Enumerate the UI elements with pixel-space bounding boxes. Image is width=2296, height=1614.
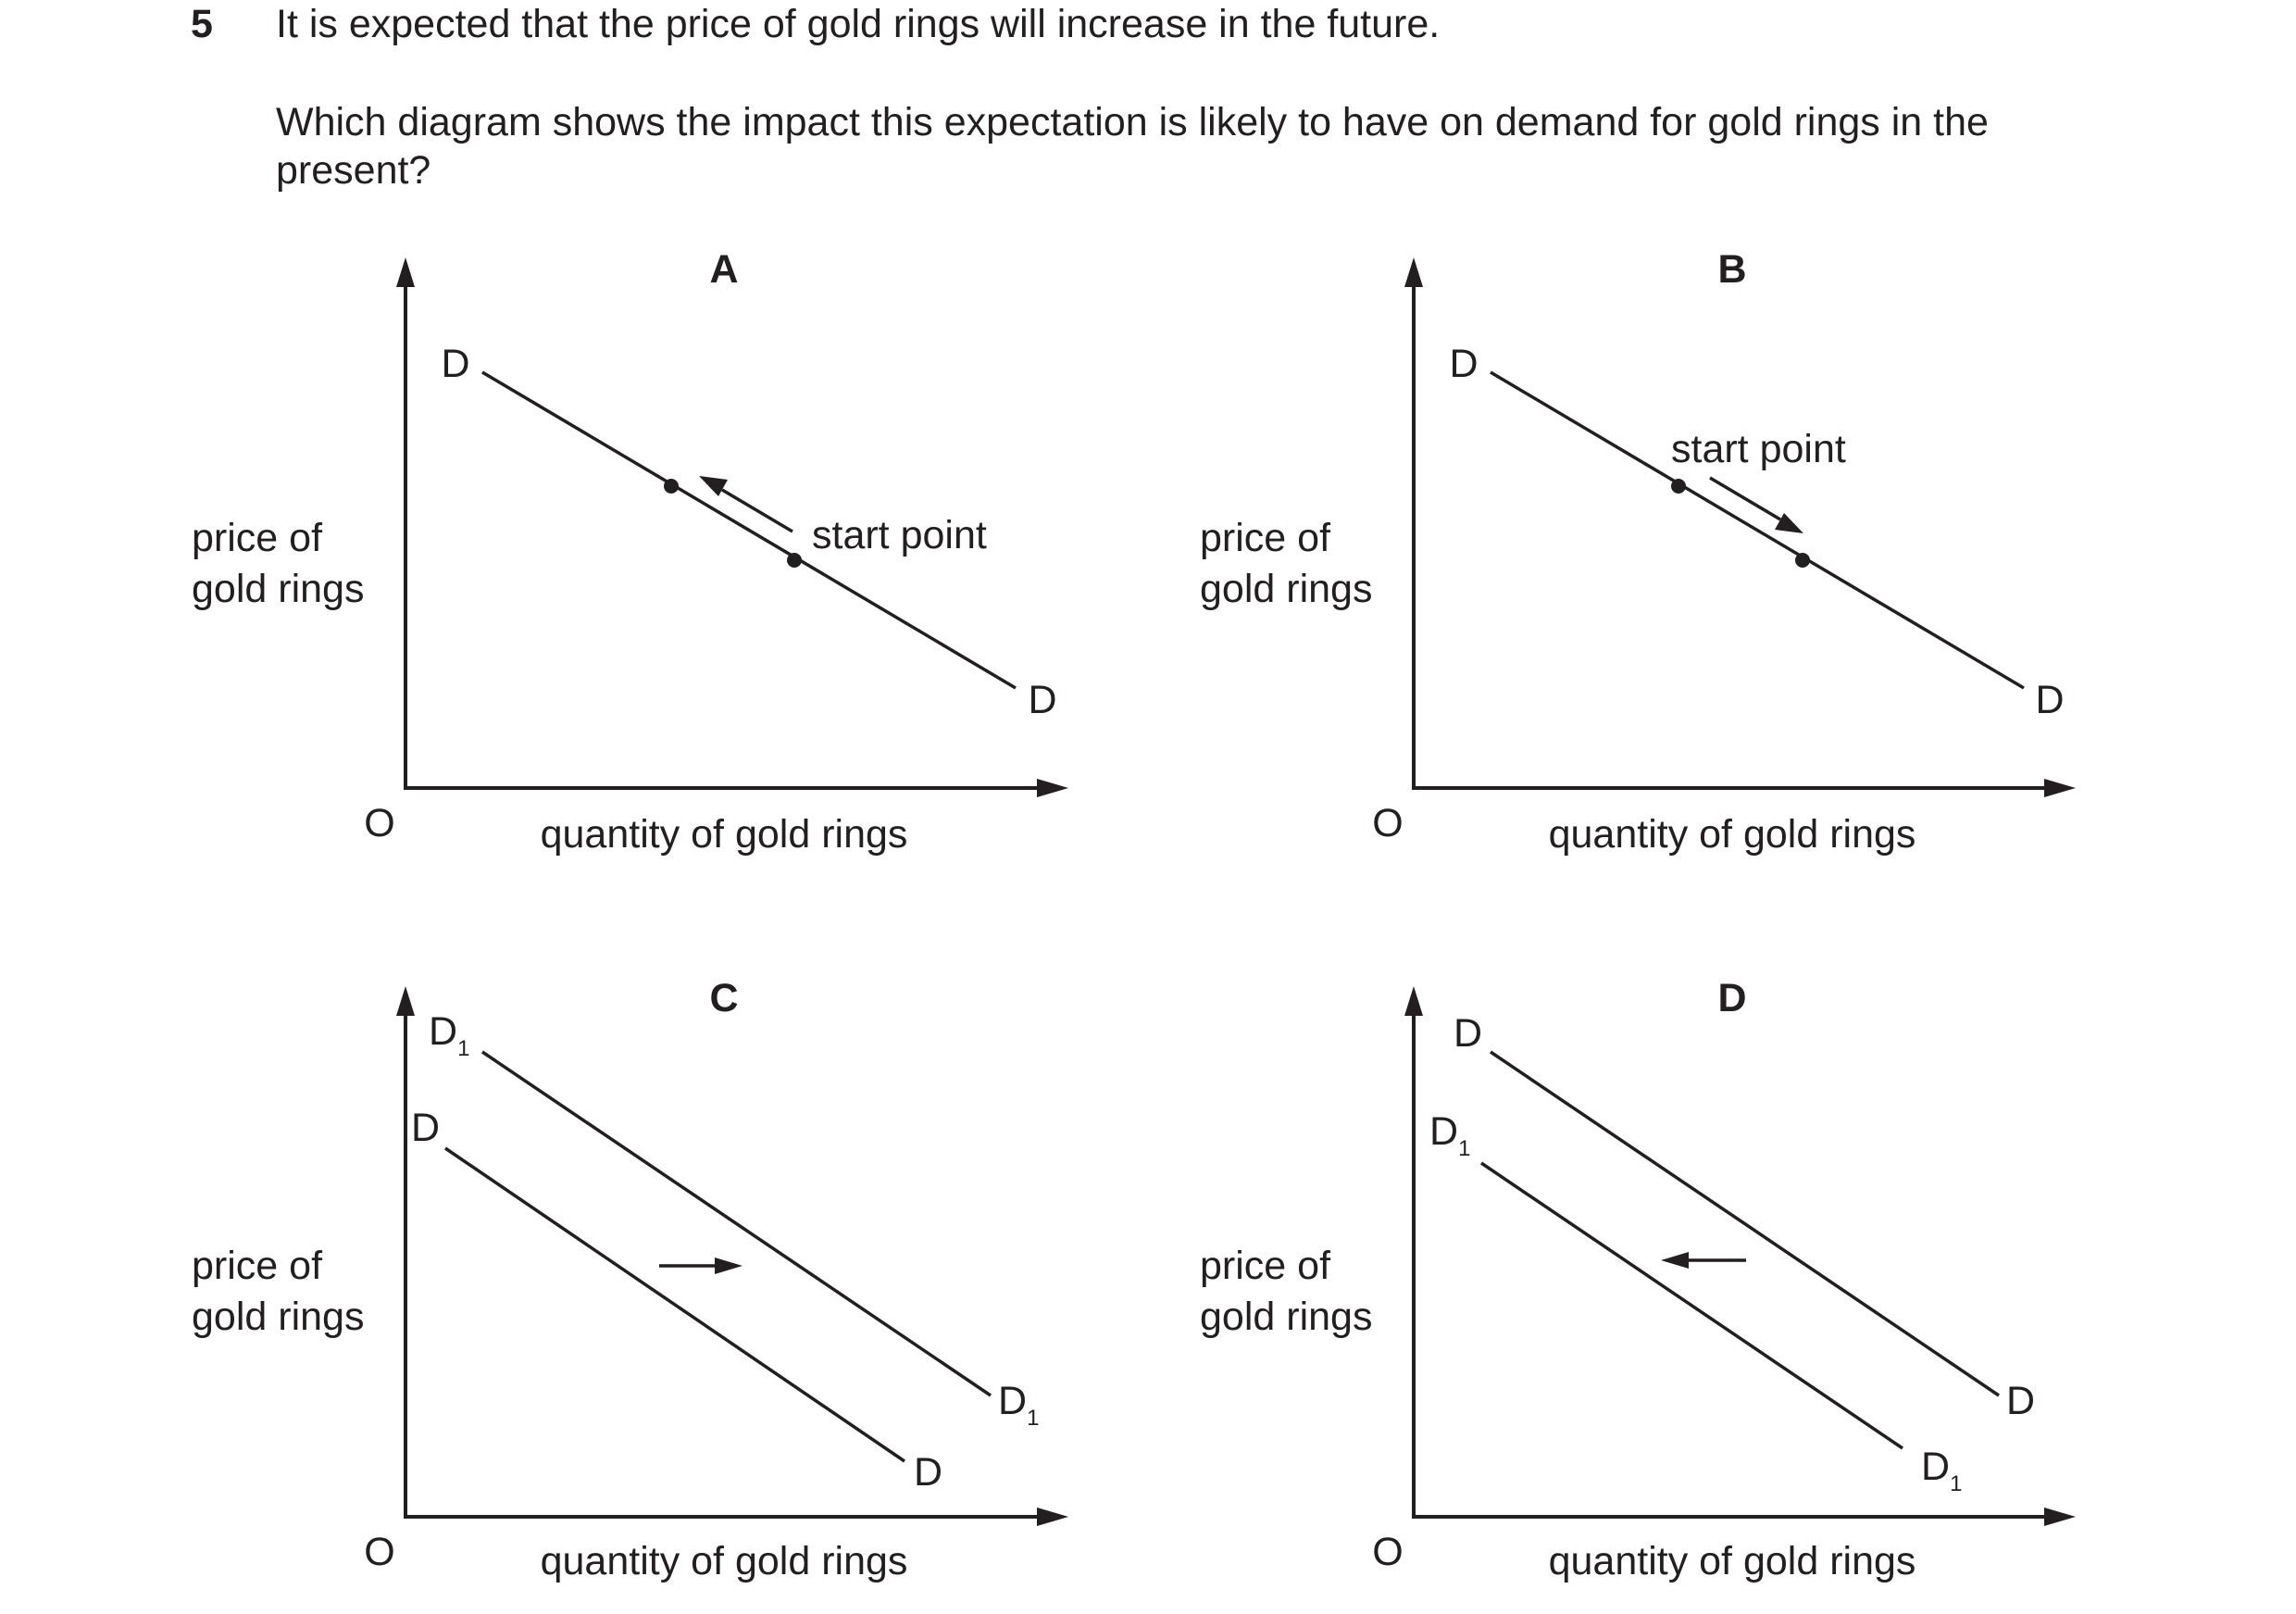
- panel-b-demand-curve: [1490, 370, 2025, 690]
- panel-d-demand-curve-d1: [1480, 1161, 1903, 1450]
- panel-b-new-point: [1795, 553, 1810, 568]
- panel-c-letter: C: [709, 976, 738, 1020]
- panel-a-movement-arrowhead: [699, 476, 728, 496]
- panel-b: B price of gold rings quantity of gold r…: [1200, 247, 2076, 857]
- panel-b-y-label-line-2: gold rings: [1200, 567, 1372, 611]
- panel-b-letter: B: [1717, 247, 1746, 292]
- panel-c-d-label-top: D: [411, 1106, 440, 1150]
- question-number: 5: [191, 2, 213, 46]
- panel-c-demand-curve-d1: [481, 1050, 992, 1397]
- panel-c-x-label: quantity of gold rings: [541, 1539, 908, 1583]
- question-stem-line-1: Which diagram shows the impact this expe…: [276, 100, 1989, 144]
- panel-c-d1-label-bottom: D1: [998, 1379, 1039, 1431]
- panel-d-demand-curve-d: [1490, 1050, 2000, 1397]
- panel-b-y-axis-arrowhead: [1404, 257, 1423, 287]
- panel-a-letter: A: [709, 247, 738, 292]
- panel-c-y-label-line-1: price of: [192, 1244, 323, 1288]
- panel-c-d1-label-top: D1: [429, 1009, 469, 1061]
- panel-a-y-label-line-1: price of: [192, 516, 323, 560]
- panel-a-start-point: [787, 553, 802, 568]
- panel-b-demand-label-top: D: [1449, 342, 1478, 386]
- panel-b-start-point-label: start point: [1671, 427, 1846, 471]
- panel-a-x-axis-arrowhead: [1037, 779, 1068, 797]
- panel-d-x-axis-arrowhead: [2044, 1508, 2076, 1526]
- panel-c-y-label-line-2: gold rings: [192, 1295, 364, 1339]
- panel-d: D price of gold rings quantity of gold r…: [1200, 976, 2076, 1583]
- panel-a-x-label: quantity of gold rings: [541, 812, 908, 857]
- panel-c-x-axis-arrowhead: [1037, 1508, 1068, 1526]
- panel-b-x-axis-arrowhead: [2044, 779, 2076, 797]
- panel-d-y-label-line-1: price of: [1200, 1244, 1331, 1288]
- panel-a-demand-label-bottom: D: [1028, 678, 1056, 722]
- panel-b-start-point: [1671, 479, 1686, 494]
- panel-b-x-label: quantity of gold rings: [1549, 812, 1916, 857]
- question-stem-line-2: present?: [276, 148, 431, 193]
- panel-d-d-label-bottom: D: [2006, 1379, 2035, 1423]
- panel-c-origin: O: [364, 1530, 394, 1574]
- panel-d-d1-label-top-sub: 1: [1458, 1136, 1470, 1161]
- question-intro: It is expected that the price of gold ri…: [276, 2, 1441, 46]
- panel-d-x-label: quantity of gold rings: [1549, 1539, 1916, 1583]
- panel-d-d1-label-top: D1: [1429, 1109, 1470, 1161]
- panel-a-origin: O: [364, 801, 394, 845]
- panel-b-origin: O: [1372, 801, 1403, 845]
- panel-d-shift-arrowhead: [1661, 1252, 1689, 1269]
- panel-d-origin: O: [1372, 1530, 1403, 1574]
- panel-a-new-point: [664, 479, 679, 494]
- panel-d-d1-label-top-main: D: [1429, 1109, 1458, 1154]
- panel-d-d1-label-bottom-sub: 1: [1950, 1471, 1962, 1496]
- panel-a: A price of gold rings quantity of gold r…: [192, 247, 1068, 857]
- panel-a-demand-curve: [481, 370, 1017, 690]
- panel-c-d1-label-bottom-sub: 1: [1027, 1406, 1039, 1431]
- panel-b-movement-arrow: [1709, 476, 1781, 521]
- panel-b-demand-label-bottom: D: [2035, 678, 2064, 722]
- panel-c-y-axis-arrowhead: [396, 986, 415, 1016]
- panel-a-demand-label-top: D: [441, 342, 469, 386]
- panel-a-movement-arrow: [721, 488, 793, 533]
- panel-c-d1-label-top-main: D: [429, 1009, 457, 1054]
- panel-a-y-axis-arrowhead: [396, 257, 415, 287]
- panel-d-d1-label-bottom: D1: [1921, 1445, 1962, 1496]
- panel-b-movement-arrowhead: [1775, 513, 1803, 533]
- panel-a-start-point-label: start point: [812, 513, 987, 557]
- panel-c-d1-label-bottom-main: D: [998, 1379, 1027, 1423]
- panel-a-y-label-line-2: gold rings: [192, 567, 364, 611]
- panel-d-y-axis-arrowhead: [1404, 986, 1423, 1016]
- panel-c: C price of gold rings quantity of gold r…: [192, 976, 1068, 1583]
- panel-c-shift-arrowhead: [715, 1257, 742, 1274]
- panel-d-letter: D: [1717, 976, 1746, 1020]
- panel-c-demand-curve-d: [444, 1146, 905, 1463]
- panel-d-d-label-top: D: [1454, 1011, 1482, 1056]
- panel-d-d1-label-bottom-main: D: [1921, 1445, 1950, 1489]
- panel-d-y-label-line-2: gold rings: [1200, 1295, 1372, 1339]
- panel-b-y-label-line-1: price of: [1200, 516, 1331, 560]
- panel-c-d-label-bottom: D: [914, 1450, 942, 1495]
- panel-c-d1-label-top-sub: 1: [457, 1036, 469, 1061]
